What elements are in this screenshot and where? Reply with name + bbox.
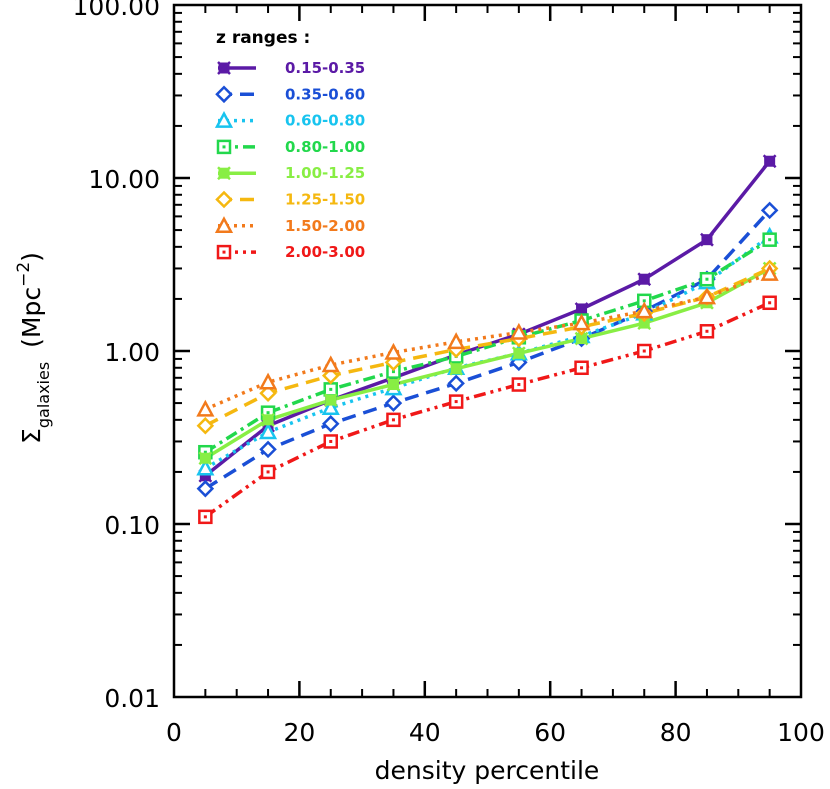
y-axis-title-subscript: galaxies — [34, 362, 53, 428]
data-point-7-5 — [447, 332, 466, 350]
data-point-5-6 — [511, 346, 526, 361]
legend-label-8: 2.00-3.00 — [285, 243, 365, 261]
svg-text:Σgalaxies(Mpc−2): Σgalaxies (Mpc−2) — [14, 252, 53, 444]
legend-title: z ranges : — [216, 28, 310, 48]
legend-label-3: 0.60-0.80 — [285, 112, 365, 130]
plot-area — [196, 154, 779, 525]
series-line-4 — [204, 238, 771, 454]
data-point-8-8 — [637, 343, 652, 359]
y-axis-title-unit-open: (Mpc — [17, 287, 46, 348]
legend-marker-8 — [216, 244, 232, 260]
x-axis-title: density percentile — [375, 756, 600, 785]
data-point-8-6 — [511, 377, 527, 392]
data-point-7-3 — [321, 355, 340, 373]
data-point-8-2 — [260, 464, 276, 480]
data-point-6-2 — [259, 384, 277, 403]
y-axis-title: Σgalaxies (Mpc−2) — [14, 252, 53, 444]
data-point-5-4 — [386, 377, 401, 392]
data-point-2-3 — [321, 414, 340, 433]
axis-ticks: 0 20 40 60 80 100 0.01 0.10 1.00 10.00 100.00 — [73, 0, 825, 747]
plot-frame — [172, 3, 803, 699]
data-point-7-7 — [572, 313, 591, 331]
x-tick-label: 40 — [409, 718, 441, 747]
x-tick-label: 80 — [660, 718, 692, 747]
y-tick-label: 0.10 — [104, 511, 160, 540]
y-tick-label: 100.00 — [73, 0, 160, 21]
series-line-3 — [204, 234, 771, 470]
data-point-4-10 — [762, 232, 777, 247]
data-point-7-10 — [760, 264, 779, 281]
data-point-8-10 — [762, 295, 777, 311]
data-point-2-5 — [447, 374, 465, 393]
data-point-2-2 — [259, 440, 277, 459]
y-tick-label: 1.00 — [104, 338, 160, 367]
series-line-8 — [204, 301, 771, 519]
legend-marker-6 — [215, 190, 233, 209]
y-tick-label: 0.01 — [104, 684, 160, 713]
data-point-8-9 — [699, 324, 715, 339]
data-point-5-2 — [261, 412, 275, 427]
data-point-8-7 — [574, 360, 589, 376]
legend-label-7: 1.50-2.00 — [285, 217, 365, 235]
data-point-6-1 — [196, 416, 215, 435]
legend-marker-2 — [215, 85, 233, 104]
data-point-7-4 — [384, 342, 403, 360]
legend: z ranges : 0.15-0.35 0.35-0.60 0.60-0.80 0.8… — [214, 28, 365, 261]
data-point-2-10 — [760, 201, 779, 220]
data-point-1-9 — [700, 232, 714, 247]
legend-marker-4 — [216, 139, 232, 155]
data-point-2-1 — [196, 479, 215, 498]
x-tick-label: 100 — [777, 718, 825, 747]
legend-label-1: 0.15-0.35 — [285, 59, 365, 77]
data-point-8-5 — [448, 394, 464, 409]
legend-label-4: 0.80-1.00 — [285, 138, 365, 156]
data-point-7-8 — [635, 301, 654, 319]
data-point-7-1 — [196, 399, 215, 417]
data-point-1-10 — [762, 154, 777, 169]
data-point-5-5 — [449, 361, 464, 376]
data-point-5-1 — [198, 451, 213, 466]
data-point-2-4 — [384, 394, 403, 412]
series-line-2 — [204, 209, 771, 491]
y-tick-label: 10.00 — [88, 165, 160, 194]
data-point-5-3 — [323, 393, 338, 408]
data-point-8-3 — [323, 434, 338, 449]
data-point-1-8 — [637, 272, 652, 287]
y-axis-title-unit-close: ) — [17, 252, 46, 262]
y-axis-title-symbol: Σ — [17, 428, 46, 444]
data-point-1-7 — [574, 302, 589, 316]
legend-label-2: 0.35-0.60 — [285, 85, 365, 103]
data-point-3-2 — [258, 422, 278, 440]
data-point-4-8 — [637, 293, 652, 309]
series-line-5 — [204, 266, 771, 460]
data-point-7-2 — [258, 372, 278, 390]
y-axis-title-unit-exponent: −2 — [14, 262, 34, 287]
legend-marker-1 — [217, 61, 231, 75]
data-point-4-9 — [699, 271, 715, 287]
data-point-8-1 — [198, 509, 213, 525]
legend-label-6: 1.25-1.50 — [285, 191, 365, 209]
legend-marker-5 — [217, 166, 231, 181]
legend-marker-7 — [214, 216, 234, 234]
legend-marker-3 — [214, 110, 234, 128]
data-point-3-1 — [196, 458, 215, 476]
legend-label-5: 1.00-1.25 — [285, 164, 365, 182]
data-point-4-3 — [323, 382, 338, 397]
x-tick-label: 0 — [166, 718, 182, 747]
x-tick-label: 20 — [283, 718, 315, 747]
data-point-7-6 — [509, 322, 528, 340]
data-point-3-3 — [321, 398, 340, 415]
data-point-7-9 — [697, 287, 717, 305]
data-point-8-4 — [386, 412, 401, 428]
x-tick-label: 60 — [534, 718, 566, 747]
series-line-6 — [204, 266, 771, 428]
